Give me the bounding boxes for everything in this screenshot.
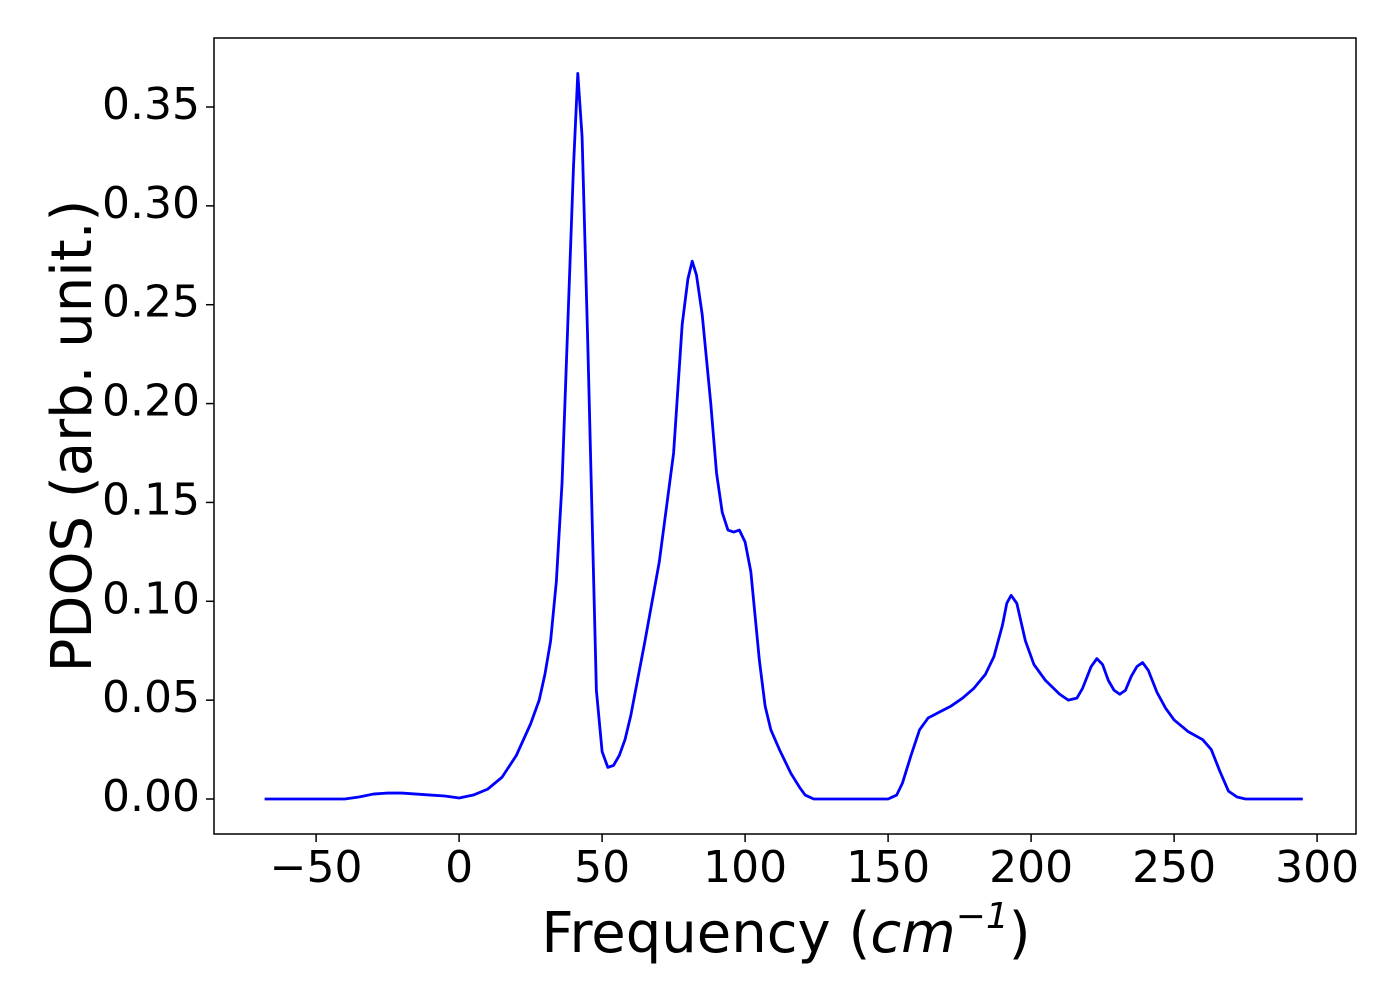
y-tick-label: 0.25 — [102, 277, 200, 328]
y-tick-label: 0.05 — [102, 672, 200, 723]
x-label-exponent: −1 — [956, 896, 1009, 937]
x-tick-label: 250 — [1132, 842, 1216, 893]
x-tick-label: 150 — [846, 842, 930, 893]
pdos-line — [264, 71, 1303, 801]
x-label-unit: cm — [870, 901, 955, 966]
x-tick-label: −50 — [270, 842, 363, 893]
y-tick-label: 0.30 — [102, 178, 200, 229]
y-tick-label: 0.00 — [102, 771, 200, 822]
x-axis-label: Frequency (cm−1) — [541, 896, 1030, 966]
y-axis-label: PDOS (arb. unit.) — [40, 200, 105, 673]
x-tick-label: 100 — [703, 842, 787, 893]
y-tick-label: 0.10 — [102, 573, 200, 624]
x-tick-label: 300 — [1275, 842, 1359, 893]
x-tick-label: 0 — [445, 842, 473, 893]
x-tick-label: 50 — [574, 842, 630, 893]
y-tick-label: 0.15 — [102, 474, 200, 525]
plot-frame — [213, 37, 1357, 835]
y-tick-label: 0.35 — [102, 79, 200, 130]
y-tick-label: 0.20 — [102, 376, 200, 427]
x-label-text: ) — [1009, 901, 1031, 966]
x-tick-label: 200 — [989, 842, 1073, 893]
x-label-text: Frequency ( — [541, 901, 870, 966]
